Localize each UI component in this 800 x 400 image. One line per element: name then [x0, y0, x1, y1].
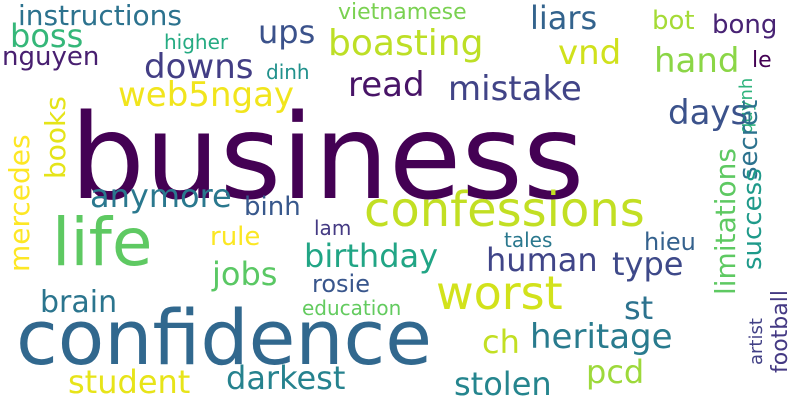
word: confidence [16, 293, 433, 382]
word: pcd [586, 353, 645, 391]
word: days [668, 93, 749, 133]
word: boss [10, 17, 84, 55]
word: rule [210, 222, 261, 252]
word: tales [504, 228, 553, 252]
word: le [752, 48, 772, 73]
word: nguyen [2, 42, 100, 72]
word: books [39, 96, 72, 179]
word: instructions [18, 0, 182, 32]
word: rosie [312, 270, 370, 298]
word: heritage [530, 317, 673, 357]
word: read [348, 65, 425, 105]
word: birthday [304, 237, 439, 275]
word: limitations [709, 148, 742, 295]
word: bong [712, 10, 778, 40]
word: bot [652, 6, 695, 36]
word: human [486, 241, 598, 279]
word: vnd [558, 33, 622, 73]
word: confessions [364, 182, 645, 238]
word: binh [244, 192, 301, 222]
word: mercedes [3, 134, 36, 272]
word: student [68, 363, 191, 400]
word: life [52, 204, 153, 281]
word: st [624, 289, 654, 327]
word: darkest [226, 359, 346, 397]
word: dinh [266, 60, 310, 84]
word: stolen [454, 365, 552, 400]
word: anymore [90, 177, 232, 215]
word: liars [530, 0, 598, 37]
word: education [302, 296, 402, 320]
word: football [768, 290, 793, 373]
word: jobs [212, 255, 278, 293]
word: hieu [644, 228, 696, 256]
word: higher [164, 30, 229, 54]
word: vietnamese [338, 0, 467, 25]
word: web5ngay [118, 75, 295, 115]
word: ch [482, 323, 520, 361]
word: brain [40, 285, 118, 320]
word: downs [144, 47, 254, 87]
word: business [70, 88, 585, 226]
word: mistake [448, 69, 582, 109]
word: ups [258, 13, 316, 51]
word: worst [436, 266, 563, 320]
word: type [612, 245, 684, 283]
word: hand [654, 41, 740, 81]
word: lam [314, 216, 352, 240]
word: boasting [328, 23, 484, 64]
word: artist [746, 318, 767, 365]
word: success [738, 168, 768, 270]
